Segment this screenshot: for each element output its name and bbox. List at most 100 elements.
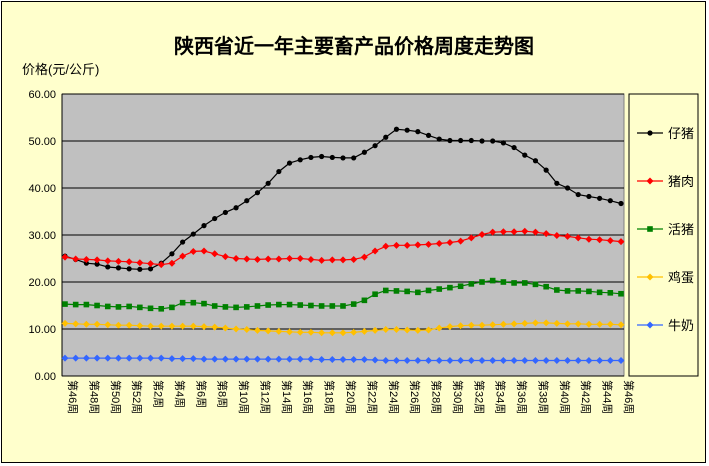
data-point — [286, 255, 294, 262]
data-point — [500, 279, 507, 285]
data-point — [436, 286, 443, 292]
data-point — [392, 241, 400, 249]
data-point — [190, 299, 197, 306]
data-point — [532, 281, 539, 288]
data-point — [221, 253, 229, 261]
x-tick-label: 第14周 — [280, 380, 294, 414]
x-tick-label: 第30周 — [451, 380, 465, 414]
data-point — [618, 290, 624, 297]
data-point — [244, 198, 250, 204]
data-point — [543, 283, 549, 290]
data-point — [500, 140, 506, 146]
data-point — [511, 280, 517, 286]
data-point — [232, 355, 240, 363]
data-point — [489, 321, 497, 329]
data-point — [403, 326, 411, 334]
x-tick-label: 第8周 — [216, 380, 230, 408]
data-point — [318, 329, 326, 337]
data-point — [83, 260, 89, 266]
data-point — [350, 255, 358, 263]
legend-item: 鸡蛋 — [637, 270, 694, 285]
data-point — [93, 354, 101, 362]
data-point — [115, 265, 122, 271]
data-point — [318, 256, 326, 264]
data-point — [125, 354, 133, 362]
data-point — [531, 228, 539, 236]
data-point — [286, 160, 293, 166]
data-point — [425, 287, 432, 294]
data-point — [328, 256, 336, 264]
data-point — [499, 356, 507, 364]
data-point — [211, 250, 219, 258]
legend-item: 仔猪 — [637, 126, 694, 141]
data-point — [479, 279, 485, 285]
data-point — [521, 356, 529, 364]
data-point — [467, 356, 475, 364]
data-point — [586, 193, 592, 200]
data-point — [93, 256, 101, 264]
x-tick-label: 第28周 — [430, 380, 444, 414]
data-point — [392, 356, 400, 364]
data-point — [403, 241, 411, 249]
data-point — [392, 325, 400, 333]
data-point — [82, 320, 90, 328]
y-tick-label: 20.00 — [28, 277, 56, 289]
data-point — [553, 319, 561, 327]
x-tick-label: 第32周 — [472, 380, 486, 414]
x-tick-label: 第20周 — [344, 380, 358, 414]
data-point — [136, 259, 144, 267]
x-tick-label: 第42周 — [579, 380, 593, 414]
data-point — [254, 303, 261, 309]
data-point — [318, 356, 326, 364]
x-tick-label: 第18周 — [323, 380, 337, 414]
data-point — [585, 235, 593, 243]
data-point — [446, 356, 454, 364]
legend-label: 猪肉 — [668, 174, 694, 189]
data-point — [351, 155, 357, 161]
chart-title: 陕西省近一年主要畜产品价格周度走势图 — [174, 34, 534, 58]
data-point — [596, 320, 604, 328]
data-point — [104, 303, 111, 310]
data-point — [253, 255, 261, 263]
data-point — [221, 355, 229, 363]
x-tick-label: 第40周 — [558, 380, 572, 414]
y-tick-label: 60.00 — [28, 89, 56, 101]
data-point — [286, 301, 293, 308]
data-point — [350, 356, 358, 364]
data-point — [574, 234, 582, 242]
data-point — [457, 237, 465, 245]
data-point — [511, 144, 517, 151]
data-point — [179, 299, 186, 306]
data-point — [521, 227, 529, 235]
data-point — [435, 239, 443, 247]
data-point — [328, 356, 336, 364]
data-point — [200, 355, 208, 363]
data-point — [415, 289, 421, 296]
data-point — [521, 319, 529, 327]
data-point — [574, 320, 582, 328]
data-point — [233, 304, 239, 311]
y-tick-label: 40.00 — [28, 183, 56, 195]
series-牛奶 — [61, 354, 625, 364]
data-point — [618, 200, 624, 207]
data-point — [297, 157, 303, 163]
data-point — [436, 136, 442, 142]
data-point — [157, 354, 165, 362]
data-point — [243, 304, 250, 310]
x-tick-label: 第52周 — [130, 380, 144, 414]
data-point — [137, 304, 143, 311]
data-point — [265, 180, 271, 186]
data-point — [189, 322, 197, 330]
y-axis-label: 价格(元/公斤) — [22, 62, 99, 77]
data-point — [243, 325, 251, 333]
data-point — [360, 327, 368, 335]
data-point — [596, 236, 604, 244]
data-point — [328, 329, 336, 337]
legend-label: 仔猪 — [668, 126, 694, 141]
data-point — [499, 228, 507, 236]
y-tick-label: 10.00 — [28, 324, 56, 336]
data-point — [307, 355, 315, 363]
data-point — [531, 356, 539, 364]
x-tick-label: 第46周 — [622, 380, 636, 414]
data-point — [253, 355, 261, 363]
